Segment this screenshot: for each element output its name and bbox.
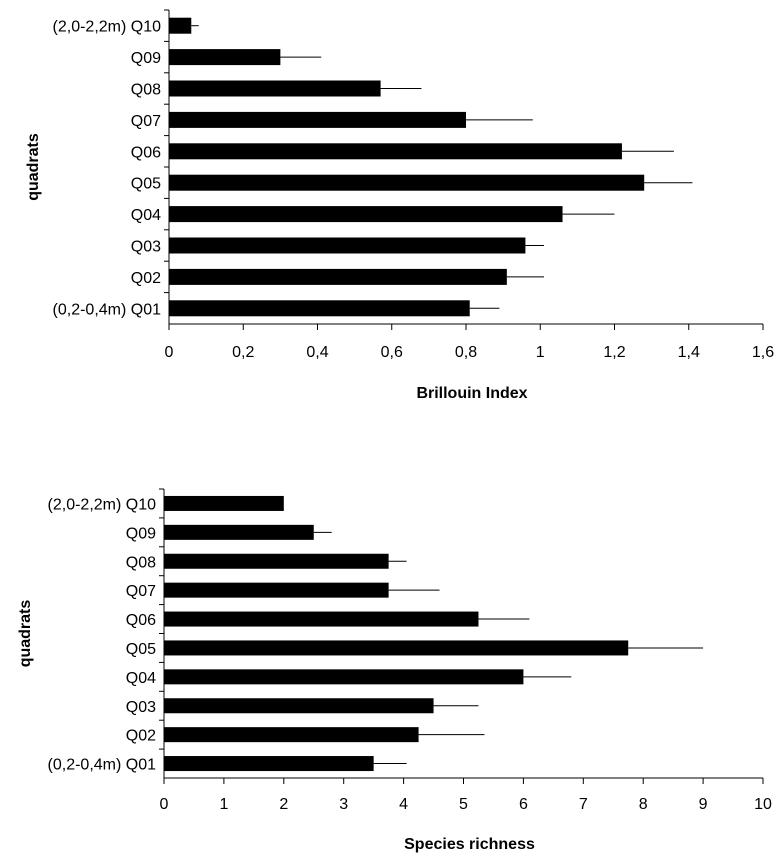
bar bbox=[164, 495, 284, 511]
y-tick-label: (0,2-0,4m) Q01 bbox=[48, 757, 157, 774]
bar bbox=[169, 237, 526, 254]
y-tick-label: Q09 bbox=[126, 525, 156, 542]
x-axis-title: Species richness bbox=[404, 836, 535, 853]
y-tick-label: Q04 bbox=[126, 670, 156, 687]
brillouin-index-chart: 0 0,2 0,4 0,6 0,8 1 1,2 1,4 1,6 (0,2-0,4m) Q01 Q02… bbox=[25, 9, 774, 402]
y-tick-label: (0,2-0,4m) Q01 bbox=[53, 301, 162, 318]
y-tick-label: Q07 bbox=[131, 113, 161, 130]
y-tick-label: Q02 bbox=[126, 728, 156, 745]
y-tick-label: Q03 bbox=[131, 239, 161, 256]
bar bbox=[164, 582, 389, 598]
bar bbox=[164, 727, 419, 743]
x-tick-label: 1,6 bbox=[752, 344, 774, 361]
x-tick-label: 1,2 bbox=[603, 344, 625, 361]
y-tick-label: Q06 bbox=[131, 144, 161, 161]
bar bbox=[164, 640, 629, 656]
x-tick-label: 7 bbox=[579, 796, 588, 813]
x-tick-label: 0,8 bbox=[455, 344, 477, 361]
species-richness-chart: 0 1 2 3 4 5 6 7 8 9 10 (0,2-0,4m) Q01 Q02 Q03 Q04 Q05 Q0… bbox=[17, 488, 772, 853]
bar bbox=[169, 111, 466, 128]
bar bbox=[169, 174, 645, 191]
x-tick-label: 4 bbox=[399, 796, 408, 813]
x-tick-label: 9 bbox=[699, 796, 708, 813]
bar bbox=[164, 524, 314, 540]
bar bbox=[169, 206, 563, 223]
bar bbox=[164, 553, 389, 569]
x-tick-label: 0,6 bbox=[381, 344, 403, 361]
bar bbox=[164, 698, 434, 714]
bar bbox=[169, 49, 281, 66]
x-axis-title: Brillouin Index bbox=[416, 385, 527, 402]
x-tick-label: 1,4 bbox=[678, 344, 700, 361]
y-tick-label: Q09 bbox=[131, 50, 161, 67]
x-tick-label: 3 bbox=[339, 796, 348, 813]
y-tick-label: (2,0-2,2m) Q10 bbox=[48, 496, 157, 513]
y-tick-label: Q08 bbox=[131, 82, 161, 99]
bar bbox=[164, 756, 374, 772]
x-tick-label: 6 bbox=[519, 796, 528, 813]
y-tick-label: Q07 bbox=[126, 583, 156, 600]
bar bbox=[169, 268, 507, 285]
x-tick-label: 0 bbox=[160, 796, 169, 813]
x-tick-label: 2 bbox=[279, 796, 288, 813]
x-tick-label: 1 bbox=[219, 796, 228, 813]
bar bbox=[169, 17, 192, 34]
y-tick-label: Q02 bbox=[131, 270, 161, 287]
y-tick-label: Q05 bbox=[131, 176, 161, 193]
x-tick-label: 10 bbox=[754, 796, 772, 813]
x-tick-label: 5 bbox=[459, 796, 468, 813]
x-tick-label: 0,4 bbox=[306, 344, 328, 361]
bar bbox=[164, 611, 479, 627]
y-tick-label: Q05 bbox=[126, 641, 156, 658]
y-axis-title: quadrats bbox=[17, 600, 34, 668]
y-tick-label: Q08 bbox=[126, 554, 156, 571]
bar bbox=[169, 300, 470, 317]
bar bbox=[169, 80, 381, 97]
bar bbox=[164, 669, 524, 685]
y-tick-label: Q06 bbox=[126, 612, 156, 629]
x-tick-label: 0 bbox=[165, 344, 174, 361]
y-tick-label: (2,0-2,2m) Q10 bbox=[53, 19, 162, 36]
x-tick-label: 8 bbox=[639, 796, 648, 813]
y-tick-label: Q03 bbox=[126, 699, 156, 716]
x-tick-label: 0,2 bbox=[232, 344, 254, 361]
y-tick-label: Q04 bbox=[131, 207, 161, 224]
x-tick-label: 1 bbox=[536, 344, 545, 361]
bar bbox=[169, 143, 622, 160]
y-axis-title: quadrats bbox=[25, 133, 42, 201]
